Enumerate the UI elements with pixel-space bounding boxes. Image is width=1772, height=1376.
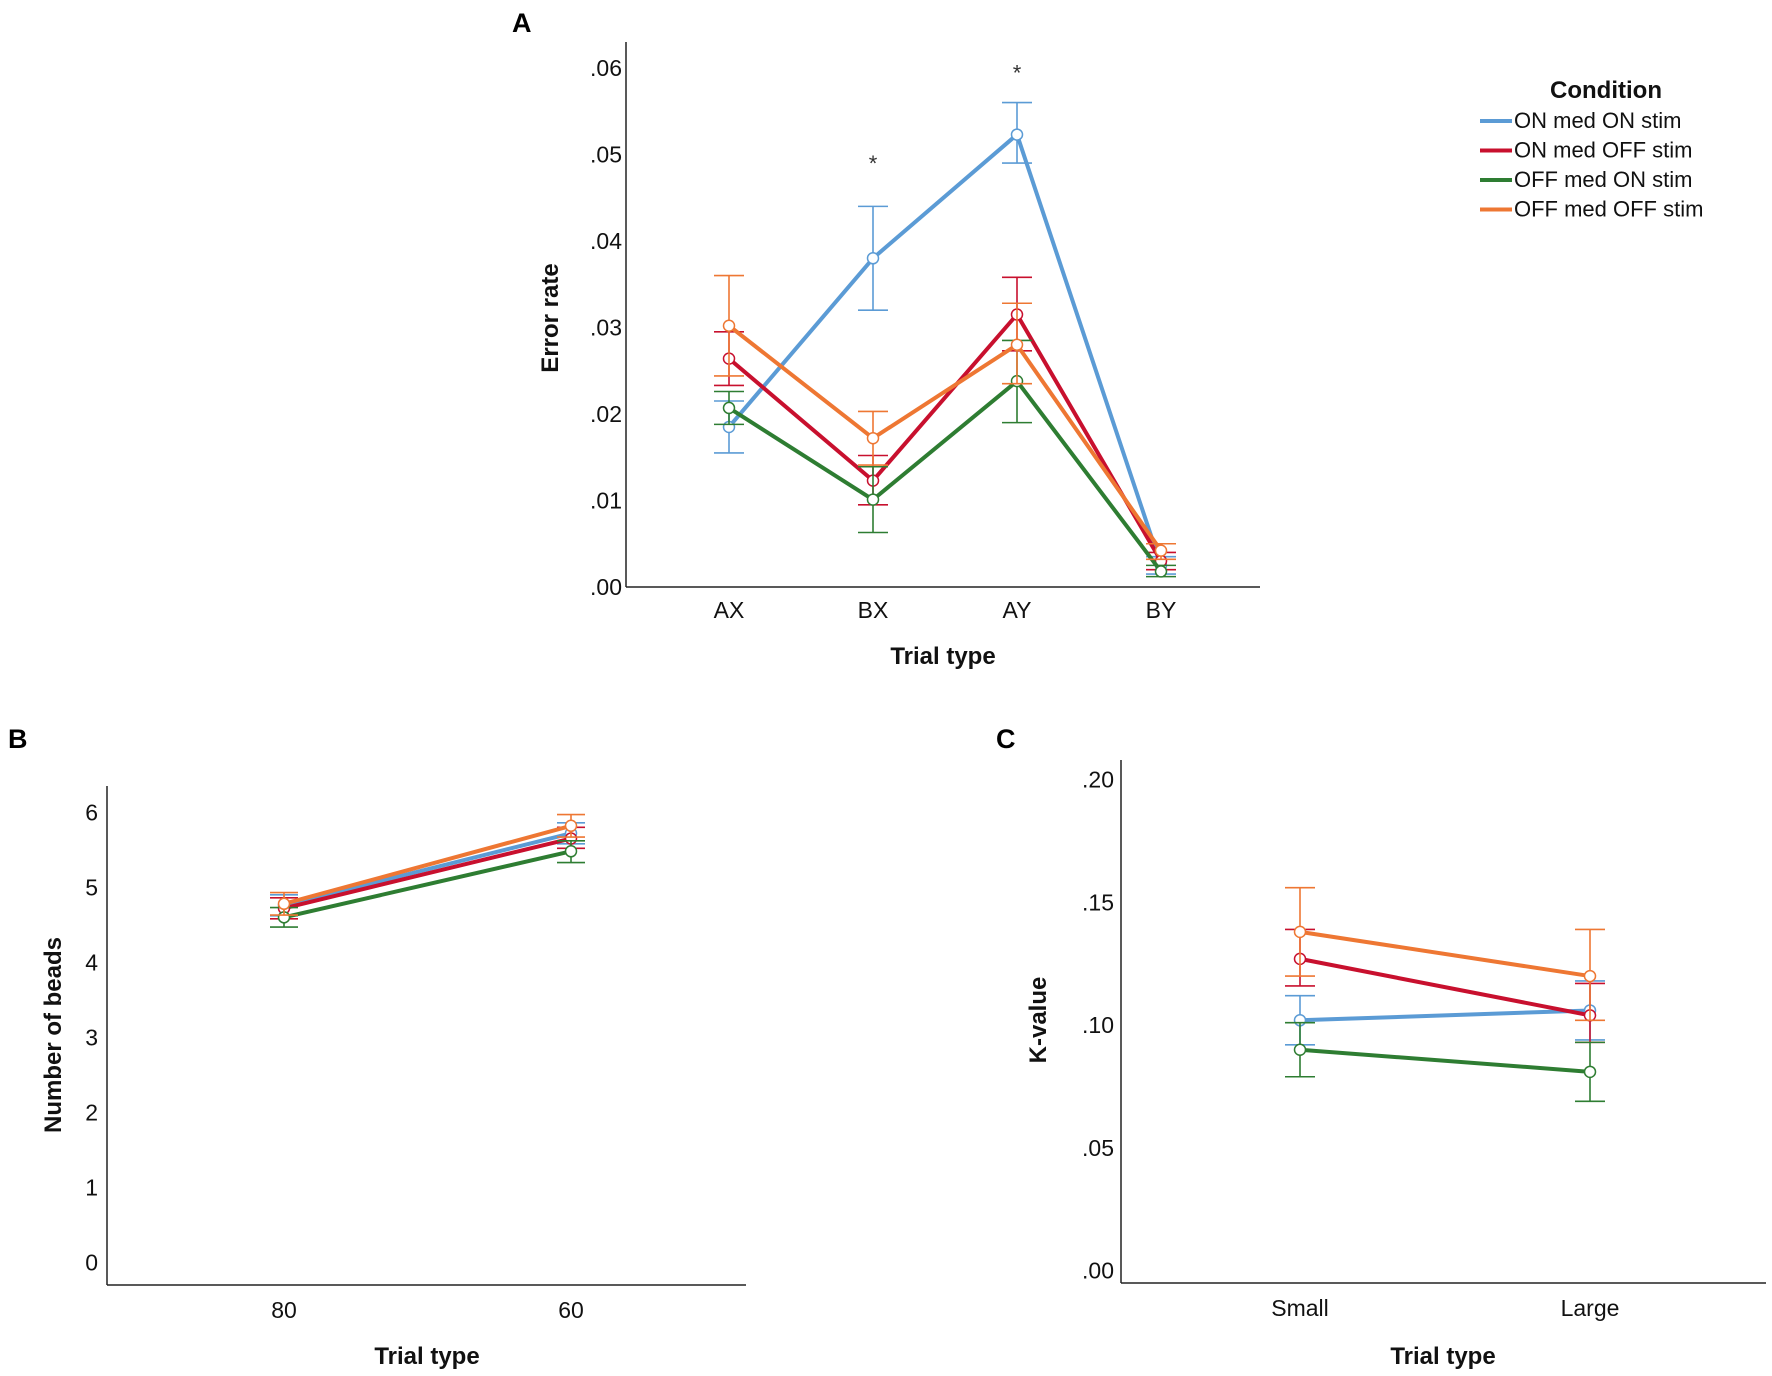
panel-b-x-title: Trial type [374,1343,479,1370]
panel-a-series-off-med-off-stim-point-bx [866,431,880,445]
panel-c-y-tick-label: .20 [1082,767,1114,793]
panel-a-x-title: Trial type [890,643,995,670]
panel-b-y-tick-label: 5 [85,874,98,900]
panel-b-y-tick-label: 6 [85,799,98,825]
legend-items: ON med ON stim ON med OFF stim OFF med ON … [1480,108,1703,222]
panel-a-series-on-med-on-stim-line [727,132,1163,567]
panel-a-y-ticks: .00 .01 .02 .03 .04 .05 .06 [590,55,622,600]
panel-b-x-tick-60: 60 [558,1297,584,1323]
panel-c-y-tick-label: .15 [1082,889,1114,915]
panel-b-series [270,813,585,928]
panel-a-x-tick-bx: BX [858,597,889,623]
legend-item-off-med-on-stim: OFF med ON stim [1480,167,1692,192]
panel-a-series-on-med-on-stim-point-bx [866,252,880,265]
panel-c-series-off-med-on-stim-line [1299,1047,1591,1074]
panel-a-x-ticks: AX BX AY BY [714,597,1177,623]
panel-b-series-off-med-on-stim-point-60 [564,845,578,858]
panel-a-series-off-med-on-stim-point-bx [866,493,880,506]
panel-c-series-off-med-off-stim-point-large [1583,969,1597,983]
panel-b-label: B [8,724,28,754]
panel-b-series-off-med-off-stim [270,813,585,916]
panel-c-series-on-med-off-stim-line [1299,956,1591,1018]
panel-c-series-off-med-off-stim-line [1299,929,1591,979]
legend-label-on-med-on-stim: ON med ON stim [1514,108,1681,133]
panel-a-significance-marker-ay: * [1013,60,1022,85]
panel-c-series-off-med-off-stim [1285,886,1605,1022]
panel-b-x-ticks: 80 60 [271,1297,584,1323]
legend-label-off-med-on-stim: OFF med ON stim [1514,167,1692,192]
panel-a-series [714,101,1176,578]
panel-a-series-off-med-off-stim-point-by [1154,544,1168,557]
panel-a-y-tick-label: .05 [590,141,622,167]
panel-b-series-on-med-off-stim-line [283,836,572,911]
panel-a-series-on-med-off-stim-line [727,312,1163,563]
panel-a-y-tick-label: .00 [590,574,622,600]
panel-a-y-tick-label: .03 [590,314,622,340]
panel-a-y-tick-label: .06 [590,55,622,81]
panel-a-y-title: Error rate [537,263,564,372]
panel-a-series-off-med-off-stim [714,274,1176,561]
panel-c-y-tick-label: .10 [1082,1012,1114,1038]
panel-b-y-tick-label: 0 [85,1249,98,1275]
panel-c-x-tick-small: Small [1271,1295,1329,1321]
panel-a-series-off-med-off-stim-point-ay [1010,338,1024,352]
panel-b-series-off-med-on-stim [270,839,585,928]
panel-c-series-off-med-on-stim-point-small [1293,1043,1307,1056]
panel-c-series-off-med-on-stim [1285,1021,1605,1103]
panel-a-series-off-med-off-stim-point-ax [722,319,736,332]
panel-c-label: C [996,724,1016,754]
panel-b-y-title: Number of beads [40,937,67,1133]
panel-b-series-off-med-on-stim-line [283,849,572,920]
panel-b: B 0 1 2 3 4 5 6 80 60 Trial type Number of bead… [8,724,746,1370]
panel-c-x-tick-large: Large [1561,1295,1620,1321]
legend-item-on-med-off-stim: ON med OFF stim [1480,138,1692,163]
panel-b-series-off-med-off-stim-point-60 [564,819,578,833]
panel-b-x-tick-80: 80 [271,1297,297,1323]
panel-b-series-on-med-on-stim-line [283,831,572,908]
legend-item-off-med-off-stim: OFF med OFF stim [1480,197,1703,222]
panel-c-x-title: Trial type [1390,1343,1495,1370]
panel-a-x-tick-by: BY [1146,597,1177,623]
panel-b-y-ticks: 0 1 2 3 4 5 6 [85,799,98,1275]
panel-b-y-tick-label: 3 [85,1024,98,1050]
panel-b-y-tick-label: 4 [85,949,98,975]
panel-a-series-off-med-on-stim-point-ax [722,401,736,415]
panel-a-annotations: ** [869,60,1022,176]
panel-c-series-off-med-on-stim-point-large [1583,1065,1597,1079]
panel-a-series-off-med-on-stim-line [727,379,1163,573]
panel-b-y-tick-label: 1 [85,1174,98,1200]
panel-c-series-on-med-on-stim-line [1299,1008,1591,1023]
panel-a-series-on-med-on-stim [714,101,1176,575]
panel-a-label: A [512,8,532,38]
panel-c-y-tick-label: .00 [1082,1258,1114,1284]
panel-a-y-tick-label: .02 [590,401,622,427]
panel-c-y-ticks: .00 .05 .10 .15 .20 [1082,767,1114,1284]
panel-a-y-tick-label: .04 [590,228,622,254]
panel-a-series-off-med-off-stim-line [727,324,1163,552]
legend-title: Condition [1550,77,1662,104]
panel-a-significance-marker-bx: * [869,151,878,176]
panel-a-series-off-med-on-stim-point-by [1154,565,1168,578]
panel-a-x-tick-ax: AX [714,597,745,623]
legend-label-off-med-off-stim: OFF med OFF stim [1514,197,1703,222]
panel-a-series-on-med-on-stim-point-ay [1010,128,1024,141]
panel-c-y-title: K-value [1025,977,1052,1064]
panel-a-y-tick-label: .01 [590,487,622,513]
panel-b-series-off-med-off-stim-point-80 [277,897,291,911]
legend-label-on-med-off-stim: ON med OFF stim [1514,138,1692,163]
panel-a-x-tick-ay: AY [1003,597,1032,623]
legend-item-on-med-on-stim: ON med ON stim [1480,108,1681,133]
panel-c: C .00.05.10.15.20 Small Large Trial type … [996,724,1766,1370]
panel-a: A .00.01.02.03.04.05.06 AX BX AY BY ** Tria… [512,8,1260,670]
panel-c-x-ticks: Small Large [1271,1295,1619,1321]
panel-b-series-off-med-off-stim-line [283,823,572,906]
panel-b-y-tick-label: 2 [85,1099,98,1125]
panel-c-y-tick-label: .05 [1082,1135,1114,1161]
panel-c-series-off-med-off-stim-point-small [1293,925,1307,939]
panel-c-series [1285,886,1605,1103]
